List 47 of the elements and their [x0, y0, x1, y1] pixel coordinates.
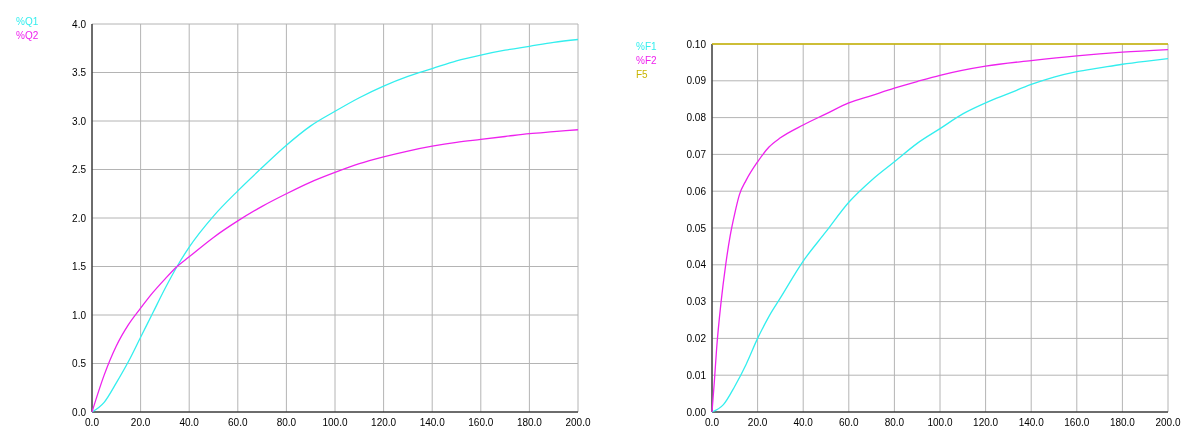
x-tick-label: 200.0: [565, 417, 591, 426]
text: %F2: [636, 55, 657, 66]
text: %Q1: [16, 16, 39, 27]
x-tick-label: 100.0: [927, 417, 953, 426]
y-tick-label: 0.07: [686, 148, 707, 160]
x-tick-label: 20.0: [747, 417, 768, 426]
y-tick-label: 4.0: [72, 18, 87, 30]
y-tick-label: 0.0: [72, 406, 87, 418]
x-tick-label: 40.0: [793, 417, 814, 426]
y-tick-label: 0.08: [686, 112, 707, 124]
x-tick-label: 80.0: [884, 417, 905, 426]
y-tick-label: 0.06: [686, 185, 707, 197]
text: %Q2: [16, 30, 39, 41]
y-tick-label: 0.01: [686, 369, 707, 381]
text: %F1: [636, 41, 657, 52]
y-tick-label: 0.09: [686, 75, 707, 87]
x-tick-label: 160.0: [1064, 417, 1090, 426]
y-tick-label: 2.5: [72, 164, 87, 175]
y-tick-label: 3.0: [72, 115, 87, 127]
x-tick-label: 80.0: [276, 417, 297, 426]
y-tick-label: 2.0: [72, 212, 87, 224]
x-tick-label: 60.0: [228, 417, 248, 426]
x-tick-label: 0.0: [85, 417, 100, 426]
x-tick-label: 120.0: [371, 417, 397, 426]
x-tick-label: 180.0: [516, 417, 543, 426]
x-tick-label: 140.0: [1018, 417, 1045, 426]
x-tick-label: 0.0: [705, 417, 720, 426]
x-tick-label: 120.0: [973, 417, 999, 426]
text: F5: [636, 69, 649, 80]
x-tick-label: 200.0: [1155, 417, 1181, 426]
y-tick-label: 0.04: [686, 259, 707, 271]
y-tick-label: 0.03: [686, 296, 707, 308]
x-tick-label: 140.0: [419, 417, 446, 426]
x-tick-label: 160.0: [468, 417, 494, 426]
y-tick-label: 3.5: [72, 67, 87, 78]
x-tick-label: 20.0: [130, 417, 151, 426]
x-tick-label: 40.0: [179, 417, 200, 426]
y-tick-label: 0.00: [686, 406, 707, 418]
y-tick-label: 0.05: [686, 222, 707, 234]
y-tick-label: 0.02: [686, 332, 707, 344]
x-tick-label: 60.0: [839, 417, 859, 426]
y-tick-label: 1.0: [72, 309, 87, 321]
x-tick-label: 180.0: [1109, 417, 1136, 426]
y-tick-label: 0.5: [72, 358, 87, 369]
y-tick-label: 0.10: [686, 38, 707, 50]
y-tick-label: 1.5: [72, 261, 87, 272]
x-tick-label: 100.0: [322, 417, 348, 426]
